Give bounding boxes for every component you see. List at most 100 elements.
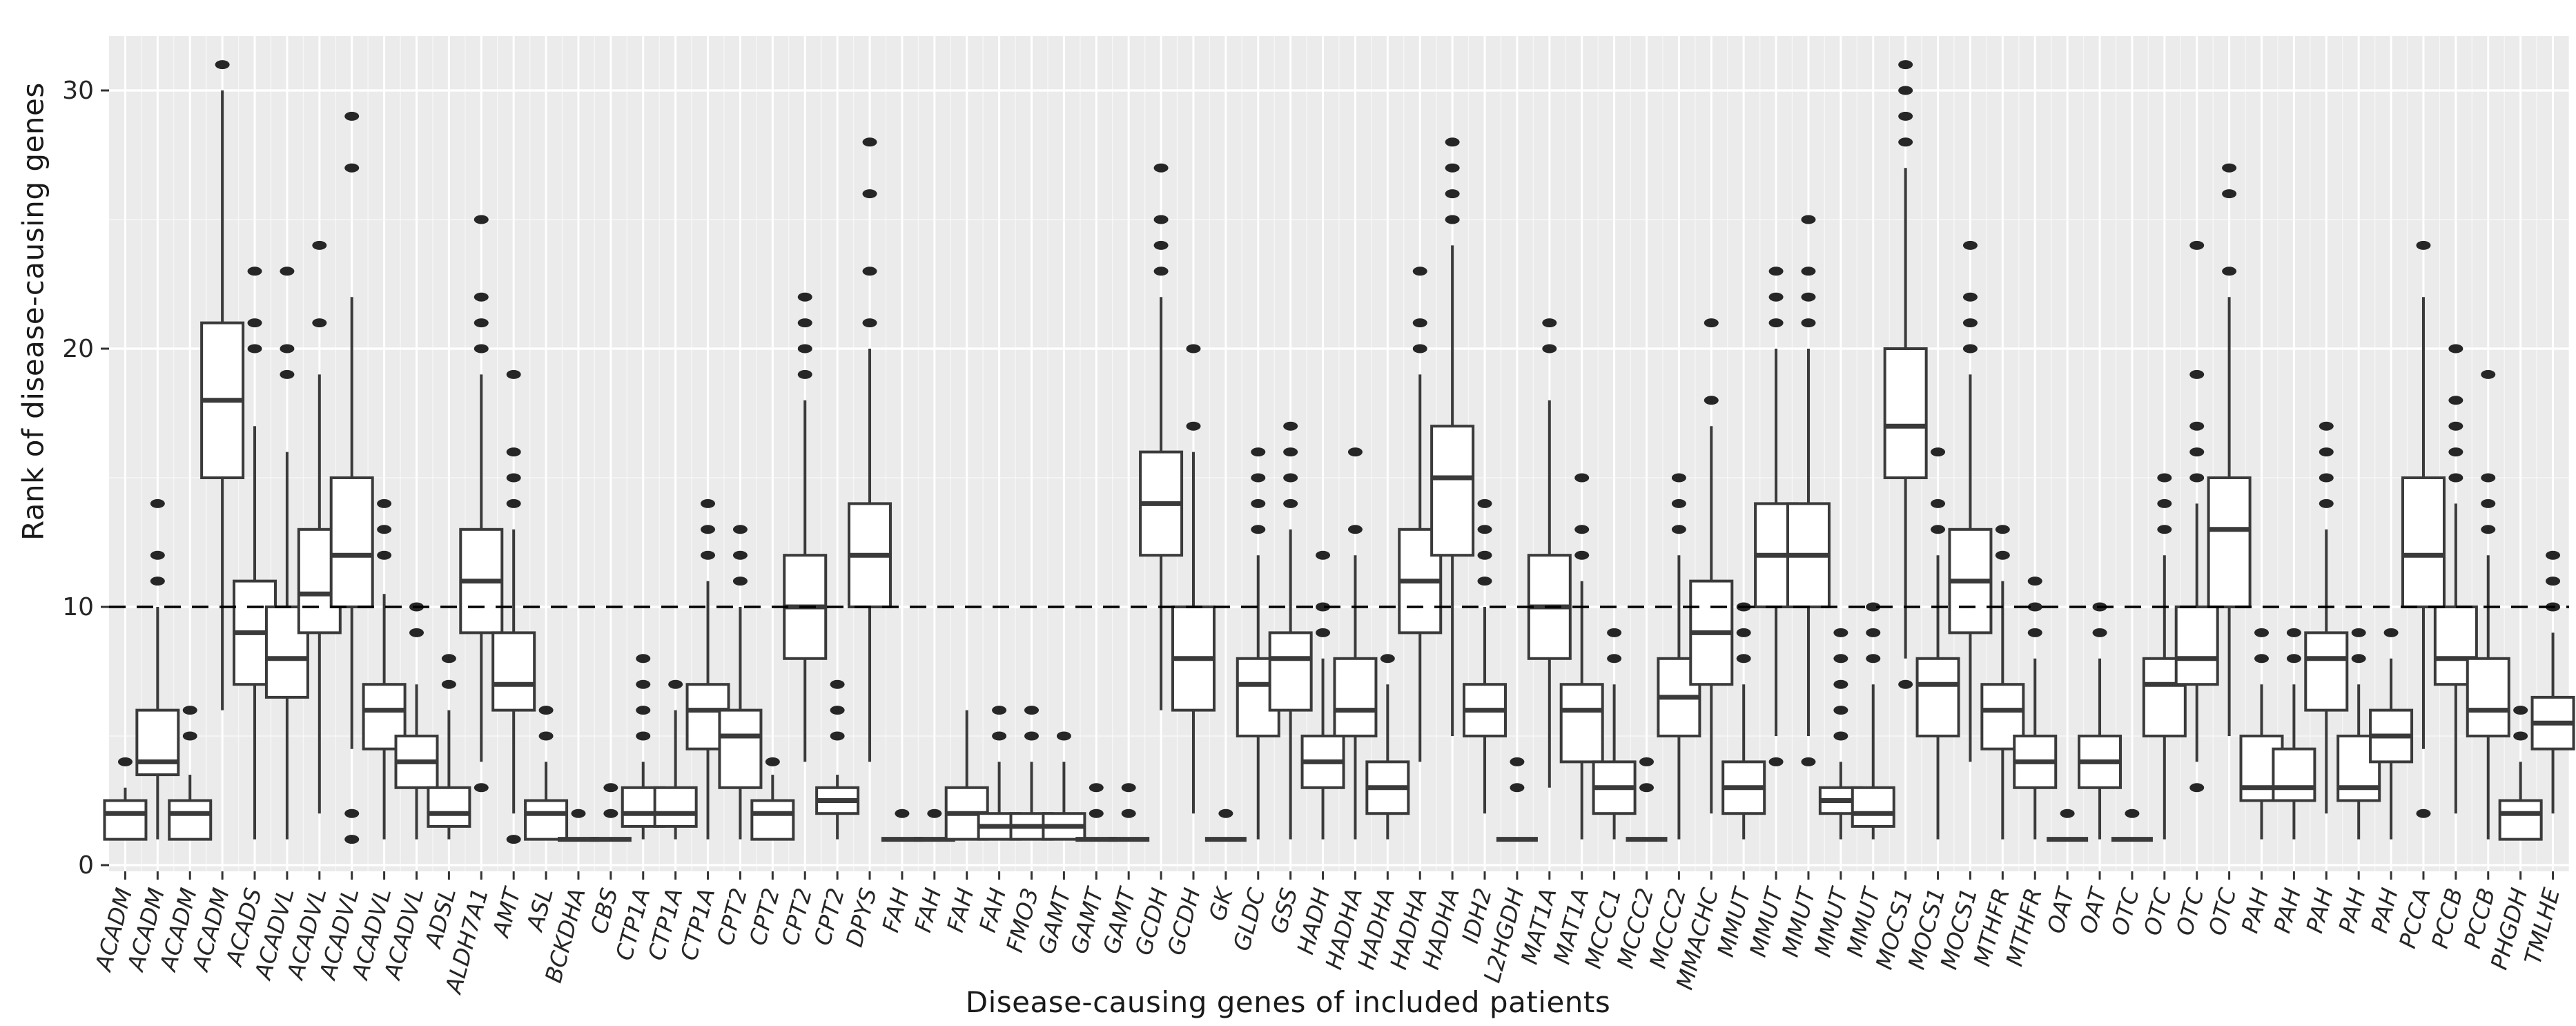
outlier-point — [1833, 706, 1848, 715]
outlier-point — [2546, 577, 2561, 586]
iqr-box — [2401, 476, 2446, 608]
boxplot-HADHA-40 — [1365, 654, 1410, 840]
outlier-point — [2222, 163, 2237, 173]
outlier-point — [1186, 344, 1201, 354]
outlier-point — [182, 706, 197, 715]
outlier-point — [1251, 473, 1266, 483]
outlier-point — [247, 344, 262, 354]
outlier-point — [247, 318, 262, 328]
outlier-point — [2189, 240, 2205, 250]
y-axis-title-text: Rank of disease-causing genes — [16, 82, 50, 541]
outlier-point — [1316, 602, 1331, 612]
boxplot-HADH-38 — [1300, 550, 1345, 840]
boxplot-DPYS-24 — [848, 137, 892, 762]
outlier-point — [992, 706, 1007, 715]
outlier-point — [2448, 447, 2463, 457]
outlier-point — [474, 344, 489, 354]
outlier-point — [215, 60, 230, 70]
outlier-point — [2416, 809, 2431, 818]
outlier-point — [1639, 783, 1654, 793]
outlier-point — [830, 731, 845, 741]
outlier-point — [344, 163, 360, 173]
iqr-box — [2466, 657, 2510, 737]
outlier-point — [1833, 731, 1848, 741]
boxplot-HADHA-42 — [1430, 137, 1475, 736]
outlier-point — [1347, 447, 1363, 457]
iqr-box — [2498, 799, 2543, 841]
outlier-point — [2189, 421, 2205, 431]
outlier-point — [538, 731, 554, 741]
outlier-point — [830, 706, 845, 715]
outlier-point — [1671, 525, 1686, 534]
outlier-point — [1477, 499, 1492, 508]
outlier-point — [377, 550, 392, 560]
outlier-point — [2513, 706, 2528, 715]
outlier-point — [474, 783, 489, 793]
outlier-point — [1962, 240, 1978, 250]
outlier-point — [2254, 628, 2269, 637]
outlier-point — [1898, 60, 1913, 70]
boxplot-MCCC2-48 — [1626, 757, 1668, 842]
boxplot-ACADVL-7 — [297, 240, 342, 814]
outlier-point — [2481, 525, 2496, 534]
boxplot-AMT-13 — [491, 369, 536, 844]
outlier-point — [1931, 447, 1946, 457]
outlier-point — [862, 137, 877, 147]
outlier-point — [1089, 783, 1104, 793]
boxplot-PCCA-72 — [2401, 240, 2446, 818]
outlier-point — [1898, 679, 1913, 689]
outlier-point — [1347, 525, 1363, 534]
boxplot-MMUT-55 — [1851, 602, 1895, 840]
outlier-point — [1380, 654, 1395, 664]
y-tick-label: 0 — [78, 851, 94, 880]
outlier-point — [668, 679, 683, 689]
outlier-point — [2189, 783, 2205, 793]
boxplot-CPT2-23 — [815, 679, 860, 840]
outlier-point — [1898, 137, 1913, 147]
outlier-point — [1445, 189, 1460, 199]
boxplot-CPT2-20 — [718, 525, 763, 840]
outlier-point — [603, 809, 618, 818]
boxplot-GAMT-30 — [1042, 731, 1086, 841]
outlier-point — [797, 318, 812, 328]
outlier-point — [1801, 318, 1816, 328]
outlier-point — [1736, 654, 1751, 664]
iqr-box — [2304, 631, 2349, 712]
outlier-point — [2222, 267, 2237, 276]
outlier-point — [2448, 473, 2463, 483]
outlier-point — [701, 550, 716, 560]
y-tick-label: 20 — [62, 335, 94, 363]
outlier-point — [150, 499, 165, 508]
outlier-point — [1995, 550, 2010, 560]
boxplot-ACADM-2 — [135, 499, 180, 840]
boxplot-ACADVL-9 — [362, 499, 407, 840]
outlier-point — [1704, 318, 1719, 328]
boxplot-ACADM-1 — [103, 757, 148, 841]
outlier-point — [1962, 318, 1978, 328]
boxplot-CPT2-21 — [750, 757, 795, 841]
outlier-point — [506, 473, 521, 483]
outlier-point — [1801, 215, 1816, 224]
outlier-point — [571, 809, 586, 818]
outlier-point — [732, 525, 748, 534]
boxplot-ADSL-11 — [427, 654, 471, 840]
boxplot-ACADM-4 — [200, 60, 245, 710]
outlier-point — [344, 111, 360, 121]
y-tick-label: 30 — [62, 77, 94, 105]
boxplot-MOCS1-58 — [1948, 240, 1993, 762]
boxplot-OAT-61 — [2047, 809, 2089, 842]
outlier-point — [1898, 111, 1913, 121]
iqr-box — [718, 708, 763, 789]
boxplot-PHGDH-75 — [2498, 706, 2543, 841]
iqr-box — [329, 476, 374, 608]
iqr-box — [653, 786, 698, 828]
outlier-point — [1445, 215, 1460, 224]
outlier-point — [280, 344, 295, 354]
outlier-point — [1833, 628, 1848, 637]
iqr-box — [1915, 657, 1960, 737]
outlier-point — [1251, 525, 1266, 534]
outlier-point — [2060, 809, 2075, 818]
boxplot-L2HGDH-44 — [1496, 757, 1538, 842]
x-tick-label-GK: GK — [1204, 884, 1239, 924]
